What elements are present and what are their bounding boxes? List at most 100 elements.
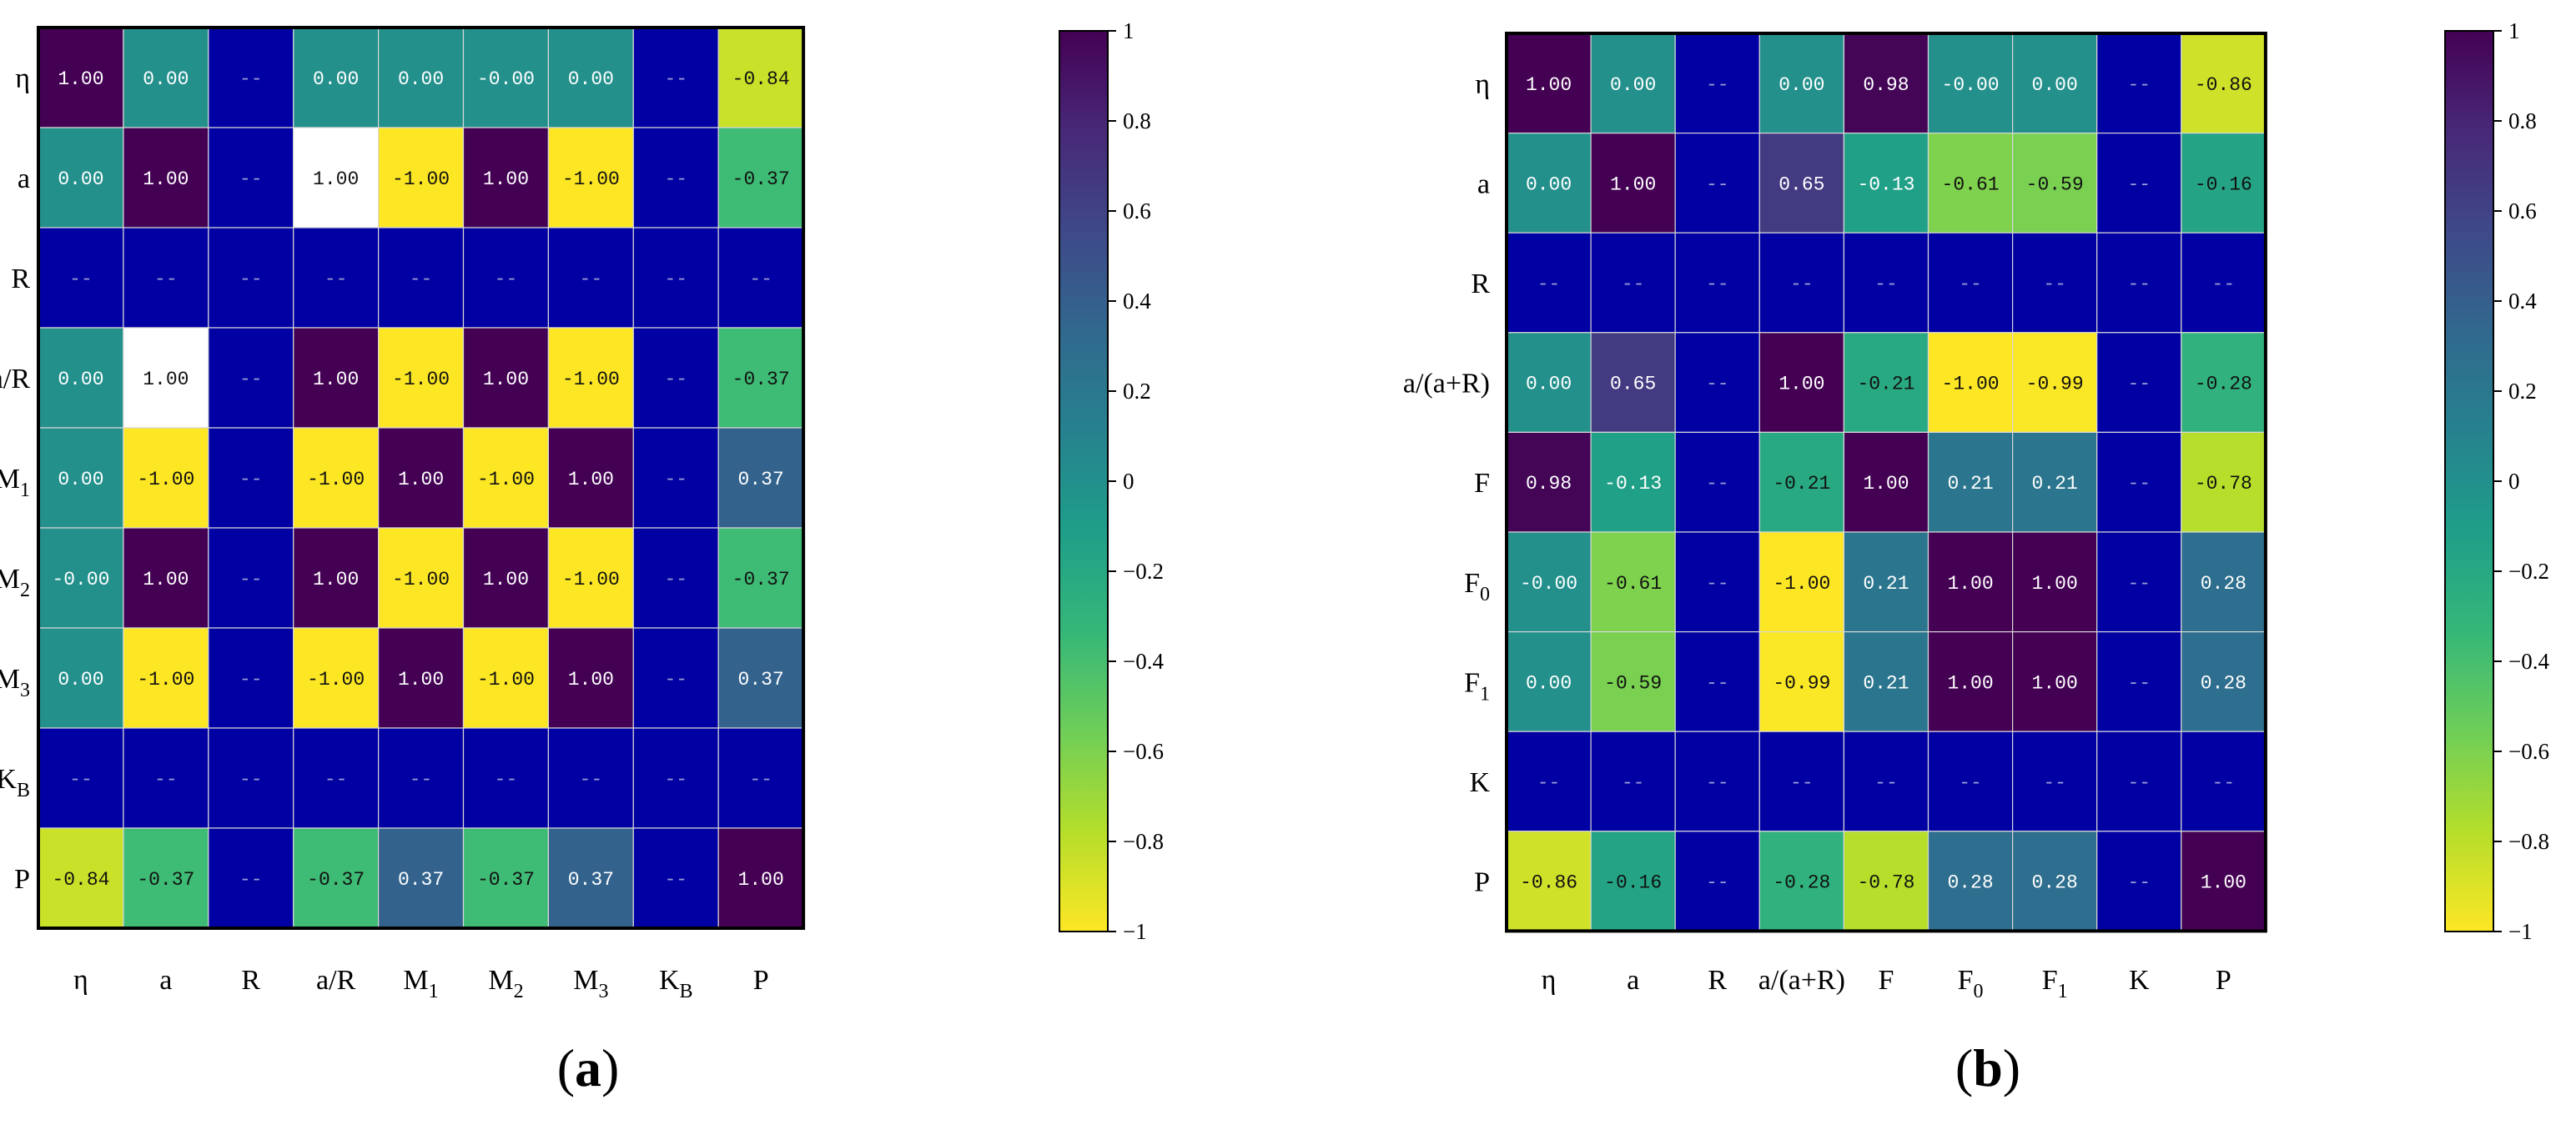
heatmap-cell bbox=[2096, 232, 2182, 334]
heatmap-cell bbox=[208, 727, 294, 829]
cell-value-label: -- bbox=[495, 269, 518, 290]
heatmap-cell bbox=[547, 427, 634, 529]
heatmap-cell bbox=[378, 527, 465, 629]
heatmap-cell bbox=[208, 227, 294, 329]
column-tick-label: M2 bbox=[488, 965, 523, 1002]
heatmap-cell bbox=[1506, 431, 1592, 533]
cell-value-label: -0.37 bbox=[137, 869, 194, 891]
heatmap-cell bbox=[2096, 831, 2182, 932]
cell-value-label: 0.28 bbox=[2032, 872, 2078, 894]
cell-value-label: -0.16 bbox=[1604, 872, 1662, 894]
heatmap-cell bbox=[547, 527, 634, 629]
cell-value-label: 0.98 bbox=[1526, 473, 1572, 495]
heatmap-cell bbox=[1758, 232, 1845, 334]
cell-value-label: -1.00 bbox=[307, 669, 365, 691]
cell-value-label: -0.37 bbox=[732, 168, 790, 190]
heatmap-cell bbox=[293, 727, 380, 829]
column-tick-label: a bbox=[159, 965, 172, 996]
cell-value-label: -- bbox=[2127, 872, 2151, 894]
cell-value-label: -0.28 bbox=[1773, 872, 1830, 894]
column-tick-label: a bbox=[1627, 965, 1639, 996]
cell-value-label: -- bbox=[1706, 772, 1729, 794]
cell-value-label: -- bbox=[239, 569, 263, 590]
cell-value-label: 0.00 bbox=[1526, 173, 1572, 195]
cell-value-label: -0.84 bbox=[732, 68, 790, 90]
cell-value-label: 1.00 bbox=[1947, 672, 1993, 694]
cell-value-label: -0.61 bbox=[1604, 573, 1662, 595]
cell-value-label: -1.00 bbox=[562, 569, 620, 590]
heatmap-cell bbox=[38, 127, 124, 229]
cell-value-label: -- bbox=[664, 769, 687, 791]
cell-value-label: -- bbox=[239, 269, 263, 290]
cell-value-label: -- bbox=[664, 68, 687, 90]
heatmap-cell bbox=[1927, 531, 2014, 633]
heatmap-cell bbox=[717, 127, 804, 229]
heatmap-cell bbox=[632, 327, 719, 429]
heatmap-cell bbox=[547, 327, 634, 429]
heatmap-cell bbox=[547, 727, 634, 829]
heatmap-cell bbox=[378, 127, 465, 229]
heatmap-panel-b: 1.00 0.00 -- 0.00 0.98 -0.00 0.00 -- -0.86 0.00 1.… bbox=[1403, 18, 2550, 1097]
heatmap-cell bbox=[1927, 831, 2014, 932]
cell-value-label: -0.59 bbox=[2026, 173, 2084, 195]
cell-value-label: -- bbox=[2043, 274, 2066, 295]
cell-value-label: 1.00 bbox=[313, 569, 359, 590]
cell-value-label: 1.00 bbox=[1610, 173, 1656, 195]
heatmap-cell bbox=[378, 327, 465, 429]
cell-value-label: -- bbox=[1706, 173, 1729, 195]
row-tick-label: η bbox=[1475, 69, 1490, 100]
cell-value-label: -0.99 bbox=[2026, 374, 2084, 395]
cell-value-label: -1.00 bbox=[477, 669, 535, 691]
row-tick-label: R bbox=[11, 264, 30, 294]
cell-value-label: -0.86 bbox=[2195, 74, 2252, 96]
cell-value-label: 0.21 bbox=[1863, 573, 1909, 595]
column-tick-label: M1 bbox=[403, 965, 438, 1002]
cell-value-label: -- bbox=[2127, 573, 2151, 595]
heatmap-cell bbox=[293, 427, 380, 529]
cell-value-label: 0.21 bbox=[1947, 473, 1993, 495]
colorbar-tick-label: −0.8 bbox=[2508, 829, 2549, 854]
heatmap-cell bbox=[462, 227, 550, 329]
heatmap-cell bbox=[717, 227, 804, 329]
cell-value-label: 1.00 bbox=[2201, 872, 2246, 894]
panel-label: (b) bbox=[1955, 1038, 2020, 1097]
heatmap-cell bbox=[1758, 630, 1845, 732]
row-tick-label: K bbox=[1469, 767, 1490, 798]
heatmap-cell bbox=[208, 627, 294, 729]
heatmap-cell bbox=[632, 127, 719, 229]
cell-value-label: -- bbox=[239, 369, 263, 390]
cell-value-label: -- bbox=[239, 769, 263, 791]
cell-value-label: 0.00 bbox=[58, 469, 103, 490]
cell-value-label: 0.00 bbox=[58, 369, 103, 390]
cell-value-label: 0.00 bbox=[313, 68, 359, 90]
heatmap-cell bbox=[1843, 431, 1929, 533]
cell-value-label: -- bbox=[664, 369, 687, 390]
heatmap-cell bbox=[2012, 531, 2098, 633]
heatmap-cell bbox=[208, 127, 294, 229]
heatmap-cell bbox=[1590, 332, 1676, 433]
cell-value-label: -- bbox=[2127, 374, 2151, 395]
heatmap-cell bbox=[632, 727, 719, 829]
row-tick-label: F bbox=[1474, 468, 1490, 499]
row-tick-label: P bbox=[1474, 867, 1490, 898]
heatmap-cell bbox=[462, 527, 550, 629]
heatmap-cell bbox=[547, 627, 634, 729]
heatmap-cell bbox=[1590, 133, 1676, 234]
cell-value-label: 1.00 bbox=[398, 669, 444, 691]
cell-value-label: -- bbox=[1706, 74, 1729, 96]
heatmap-cell bbox=[123, 127, 209, 229]
colorbar-tick-label: 0.4 bbox=[1123, 289, 1151, 314]
cell-value-label: 1.00 bbox=[1779, 374, 1824, 395]
cell-value-label: 0.00 bbox=[1779, 74, 1824, 96]
heatmap-cell bbox=[717, 827, 804, 929]
heatmap-panel-a: 1.00 0.00 -- 0.00 0.00 -0.00 0.00 -- -0.84 0.00 1.… bbox=[0, 18, 1164, 1097]
heatmap-cell bbox=[2096, 731, 2182, 832]
heatmap-cell bbox=[1927, 630, 2014, 732]
heatmap-cell bbox=[1674, 33, 1760, 134]
heatmap-cell bbox=[2012, 630, 2098, 732]
heatmap-cell bbox=[38, 527, 124, 629]
column-tick-label: M3 bbox=[573, 965, 608, 1002]
cell-value-label: -- bbox=[1537, 274, 1561, 295]
cell-value-label: 0.37 bbox=[568, 869, 614, 891]
cell-value-label: 0.00 bbox=[58, 168, 103, 190]
